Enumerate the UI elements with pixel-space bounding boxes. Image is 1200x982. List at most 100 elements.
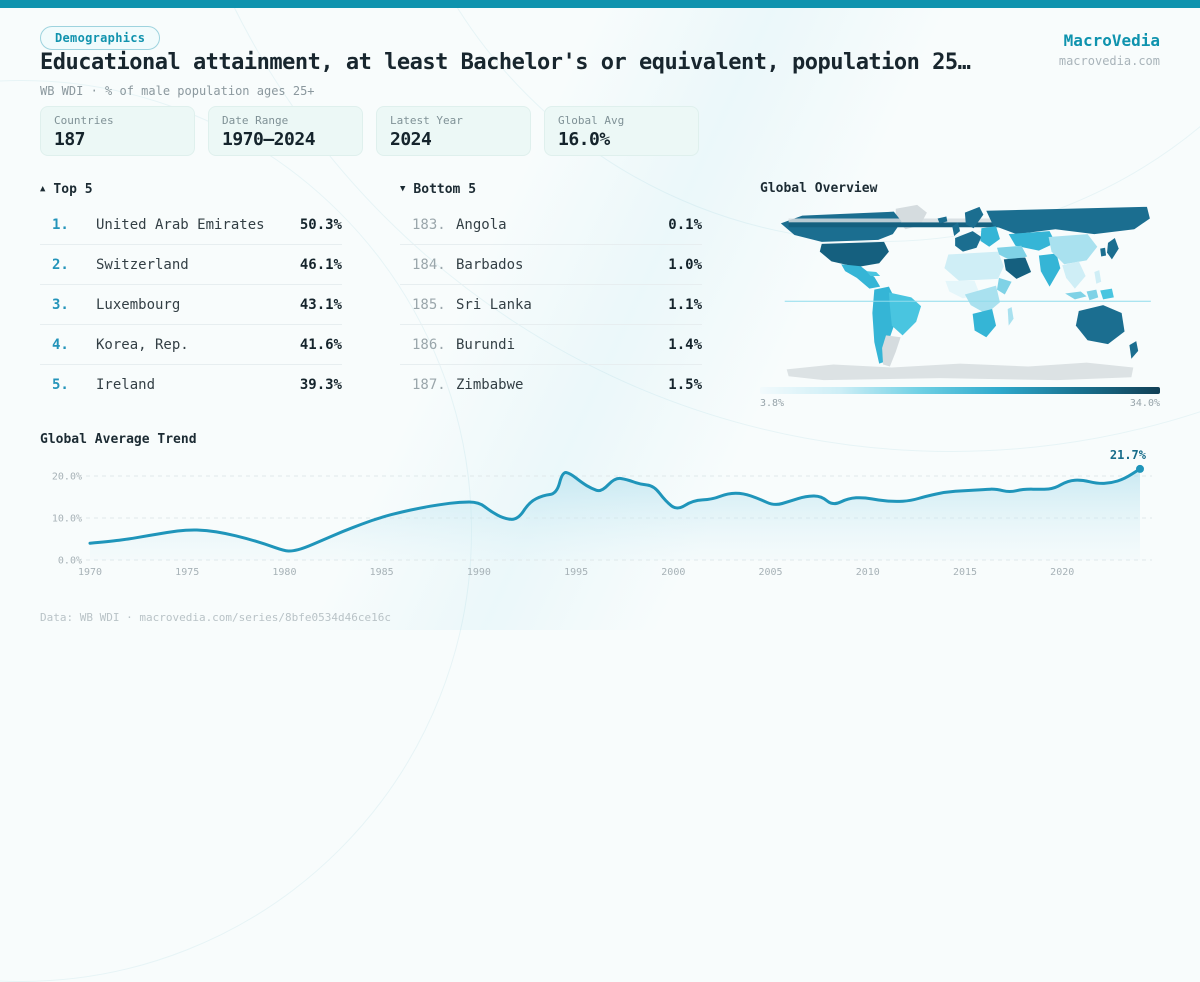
x-axis-tick-label: 1970	[78, 567, 102, 578]
country-value: 41.6%	[299, 336, 342, 353]
list-item: 186. Burundi 1.4%	[400, 325, 702, 365]
map-central-africa	[964, 285, 1000, 314]
map-russia	[986, 206, 1150, 235]
stat-card: Global Avg 16.0%	[544, 106, 699, 156]
rank-number: 187.	[412, 377, 446, 393]
stat-card: Date Range 1970—2024	[208, 106, 363, 156]
rank-number: 183.	[412, 216, 446, 233]
x-axis-tick-label: 1980	[272, 567, 296, 578]
bottom5-list: ▼ Bottom 5 183. Angola 0.1% 184. Barbados 1.0…	[400, 181, 702, 405]
top-accent-bar	[0, 0, 1200, 8]
x-axis-tick-label: 2020	[1050, 567, 1074, 578]
trend-endpoint-dot	[1136, 464, 1144, 473]
brand-domain: macrovedia.com	[1058, 54, 1160, 68]
map-legend-gradient	[760, 387, 1160, 394]
x-axis-tick-label: 1990	[467, 567, 491, 578]
x-axis-tick-label: 1985	[370, 567, 394, 578]
trend-area-fill	[90, 468, 1140, 560]
list-item: 183. Angola 0.1%	[400, 205, 702, 245]
map-north-africa	[944, 251, 1004, 281]
bottom5-header: ▼ Bottom 5	[400, 181, 702, 197]
category-badge: Demographics	[40, 26, 161, 50]
footer-attribution: Data: WB WDI · macrovedia.com/series/8bf…	[40, 611, 391, 624]
map-mexico	[841, 264, 881, 289]
map-western-europe	[955, 231, 982, 252]
country-name: Zimbabwe	[456, 377, 524, 393]
stat-label: Countries	[54, 114, 114, 127]
country-name: Ireland	[96, 377, 156, 393]
page-subtitle: WB WDI · % of male population ages 25+	[40, 84, 315, 98]
rank-number: 185.	[412, 296, 446, 313]
map-iceland	[937, 216, 948, 224]
x-axis-tick-label: 2000	[661, 567, 685, 578]
y-axis-tick-label: 20.0%	[52, 472, 82, 483]
bottom5-rows: 183. Angola 0.1% 184. Barbados 1.0% 185. Sri La…	[400, 205, 702, 405]
x-axis-tick-label: 2005	[759, 567, 783, 578]
map-legend-labels: 3.8% 34.0%	[760, 398, 1160, 409]
top5-rows: 1. United Arab Emirates 50.3% 2. Switzerland…	[40, 205, 342, 405]
trend-line	[88, 467, 1142, 553]
map-panel: Global Overview	[760, 181, 1160, 409]
map-uk	[952, 222, 960, 237]
bottom5-header-label: Bottom 5	[413, 181, 477, 197]
trend-section: Global Average Trend 0.0% 10.0% 20.0% 1970 1…	[40, 432, 1165, 581]
list-item: 184. Barbados 1.0%	[400, 245, 702, 285]
map-usa	[819, 241, 889, 268]
country-value: 39.3%	[299, 377, 342, 393]
map-new-guinea	[1100, 288, 1114, 300]
country-value: 1.1%	[668, 296, 702, 313]
y-axis-tick-label: 0.0%	[58, 556, 82, 567]
x-axis-tick-label: 1975	[175, 567, 199, 578]
map-borneo	[1086, 289, 1099, 301]
rank-number: 3.	[52, 296, 69, 313]
map-middle-east	[997, 245, 1028, 261]
map-eastern-europe	[980, 226, 1000, 247]
stat-value: 1970—2024	[222, 129, 316, 150]
country-value: 50.3%	[299, 216, 342, 233]
country-name: Angola	[456, 216, 507, 233]
x-axis-tick-label: 1995	[564, 567, 588, 578]
stat-card: Countries 187	[40, 106, 195, 156]
map-southern-africa	[972, 309, 997, 338]
rank-number: 5.	[52, 377, 69, 393]
country-value: 1.5%	[668, 377, 702, 393]
trend-chart: 0.0% 10.0% 20.0% 1970 1975 1980 1985 1990 1995 20…	[52, 450, 1152, 578]
page-title: Educational attainment, at least Bachelo…	[40, 50, 971, 75]
world-map-choropleth	[780, 204, 1151, 381]
list-item: 3. Luxembourg 43.1%	[40, 285, 342, 325]
country-value: 46.1%	[299, 256, 342, 273]
list-item: 187. Zimbabwe 1.5%	[400, 365, 702, 405]
top5-list: ▲ Top 5 1. United Arab Emirates 50.3% 2. Swi…	[40, 181, 342, 405]
map-arctic-seam	[788, 218, 1134, 223]
map-india	[1038, 253, 1061, 287]
map-korea	[1100, 247, 1107, 257]
legend-max-label: 34.0%	[1129, 398, 1160, 409]
country-name: Sri Lanka	[456, 296, 532, 313]
list-item: 185. Sri Lanka 1.1%	[400, 285, 702, 325]
stat-label: Date Range	[222, 114, 289, 127]
stat-label: Latest Year	[390, 114, 463, 127]
trend-title: Global Average Trend	[40, 432, 197, 447]
rank-number: 1.	[52, 216, 69, 233]
top5-header-label: Top 5	[53, 181, 93, 197]
map-new-zealand	[1129, 341, 1139, 359]
legend-min-label: 3.8%	[760, 398, 785, 409]
map-brazil	[888, 292, 922, 336]
country-name: United Arab Emirates	[96, 216, 265, 233]
map-indonesia	[1065, 291, 1087, 300]
stat-value: 16.0%	[558, 129, 610, 150]
map-madagascar	[1007, 307, 1014, 326]
stat-value: 2024	[390, 129, 432, 150]
brand-block: MacroVedia macrovedia.com	[1059, 31, 1160, 68]
map-saudi-arabia	[1003, 257, 1032, 279]
list-item: 5. Ireland 39.3%	[40, 365, 342, 405]
list-item: 1. United Arab Emirates 50.3%	[40, 205, 342, 245]
list-item: 2. Switzerland 46.1%	[40, 245, 342, 285]
country-value: 1.0%	[668, 256, 702, 273]
down-triangle-icon: ▼	[400, 184, 406, 194]
map-southeast-asia	[1062, 261, 1086, 289]
x-axis-tick-label: 2010	[856, 567, 880, 578]
country-name: Burundi	[456, 336, 516, 353]
map-arctic-band	[788, 222, 1134, 228]
up-triangle-icon: ▲	[40, 184, 46, 194]
